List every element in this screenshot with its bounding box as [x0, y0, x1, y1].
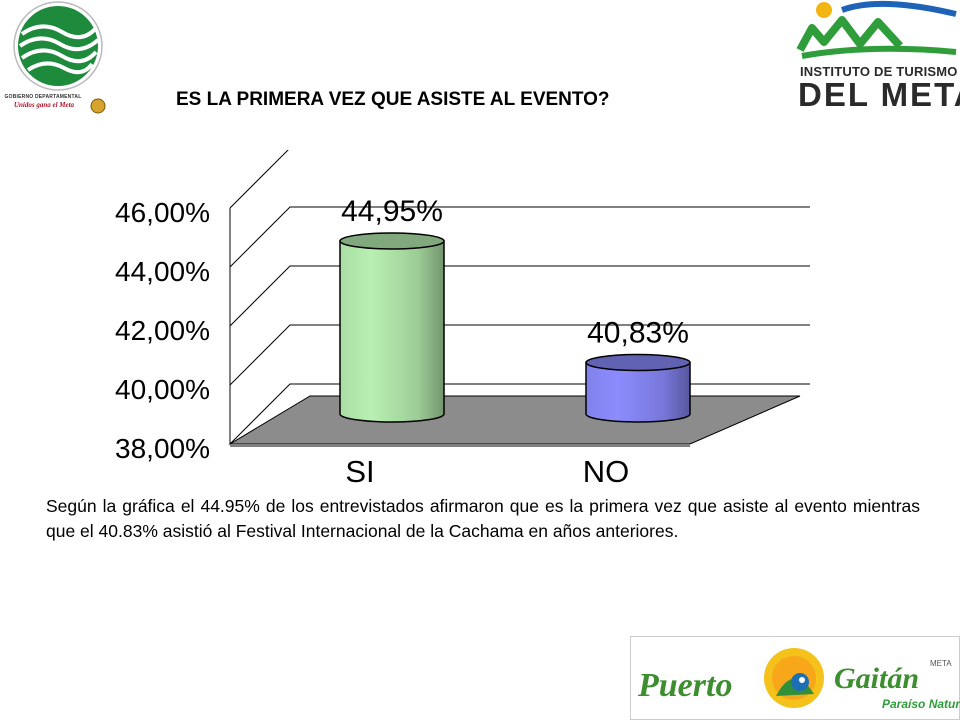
bar-chart: 38,00% 40,00% 42,00% 44,00% 46,00% 44,95% 40,…	[115, 150, 810, 489]
puerto-gaitan-logo: Puerto Gaitán META Paraíso Natural	[630, 636, 960, 720]
chart-floor	[228, 395, 801, 445]
page-title: ES LA PRIMERA VEZ QUE ASISTE AL EVENTO?	[176, 89, 610, 110]
gridline	[229, 206, 810, 268]
gridline	[229, 150, 289, 209]
bar-no	[585, 353, 691, 423]
gridline	[229, 265, 810, 327]
y-tick-label: 38,00%	[115, 433, 210, 464]
puerto-word: Puerto	[637, 667, 732, 704]
y-tick-label: 40,00%	[115, 374, 210, 405]
gaitan-word: Gaitán	[834, 662, 919, 695]
data-label: 40,83%	[587, 317, 689, 350]
instituto-turismo-logo: INSTITUTO DE TURISMO DEL META	[790, 0, 960, 113]
x-tick-label: SI	[345, 454, 374, 489]
meta-tag: META	[930, 659, 952, 668]
x-tick-label: NO	[583, 454, 630, 489]
gridline	[229, 324, 810, 386]
turismo-emblem-icon	[796, 0, 957, 59]
paraiso-natural-tag: Paraíso Natural	[882, 697, 960, 711]
sun-parrot-icon	[764, 648, 824, 708]
bar-body	[339, 240, 445, 423]
gobierno-emblem-icon	[13, 1, 106, 114]
chart-caption: Según la gráfica el 44.95% de los entrev…	[46, 496, 920, 541]
bar-si	[339, 232, 445, 423]
gobierno-logo: GOBIERNO DEPARTAMENTAL Unidos gana el Me…	[0, 0, 120, 122]
bar-body	[585, 361, 691, 423]
data-label: 44,95%	[341, 195, 443, 228]
bar-top	[339, 232, 445, 250]
y-tick-label: 46,00%	[115, 197, 210, 228]
y-tick-label: 42,00%	[115, 315, 210, 346]
bar-top	[585, 353, 691, 372]
y-tick-label: 44,00%	[115, 256, 210, 287]
